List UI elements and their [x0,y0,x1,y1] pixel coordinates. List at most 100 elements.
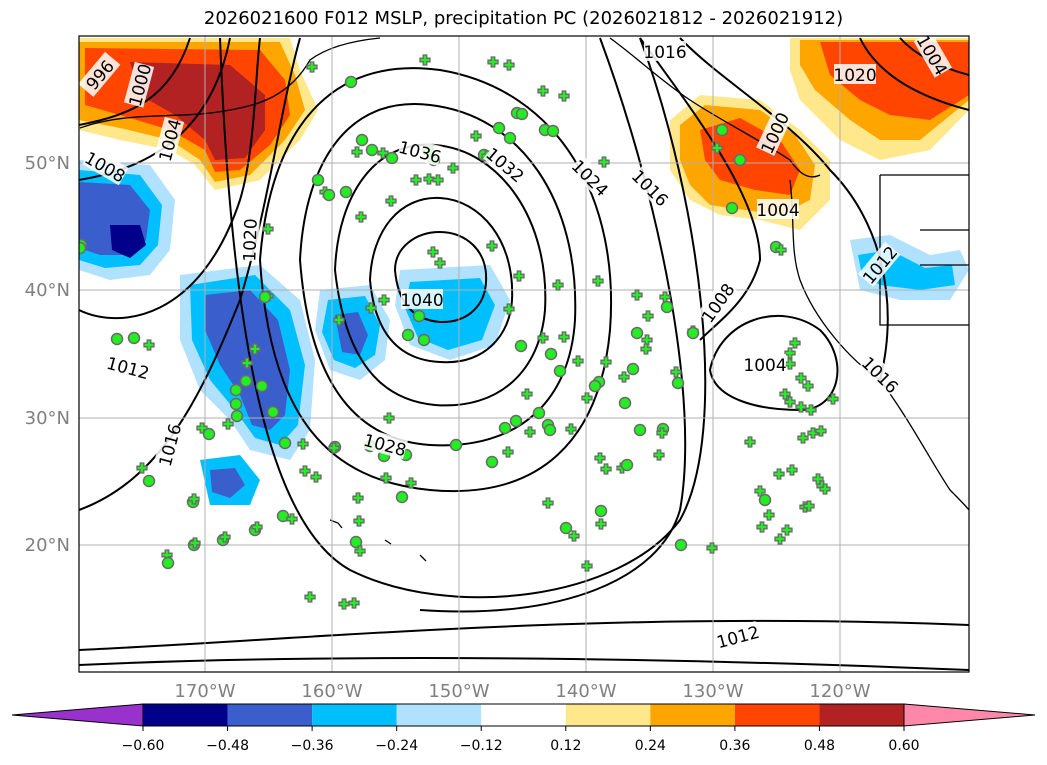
station-circle-marker [266,405,280,419]
station-circle-marker [660,300,674,314]
station-plus-marker [434,257,446,269]
station-plus-marker [189,537,201,549]
station-plus-marker [568,530,580,542]
isobar-label: 1020 [833,64,877,86]
station-markers [79,54,839,610]
station-circle-marker [485,455,499,469]
station-circle-marker [230,409,244,423]
station-plus-marker [803,500,815,512]
isobar [298,103,577,447]
isobar [79,37,261,320]
longitude-label: 130°W [682,681,743,702]
station-circle-marker [509,414,523,428]
station-plus-marker [222,418,234,430]
station-circle-marker [79,241,87,255]
station-plus-marker [784,396,796,408]
station-plus-marker [592,275,604,287]
isobar [639,37,762,341]
station-plus-marker [486,240,498,252]
station-plus-marker [552,279,564,291]
isobar [679,37,889,381]
station-circle-marker [553,364,567,378]
station-circle-marker [202,427,216,441]
station-circle-marker [278,436,292,450]
station-circle-marker [311,173,325,187]
station-plus-marker [572,355,584,367]
coast-hawaii [329,519,427,562]
station-circle-marker [594,504,608,518]
station-plus-marker [249,343,261,355]
colorbar: −0.60 −0.48 −0.36 −0.24 −0.12 0.12 0.24 0.36 0.4… [11,703,1036,754]
coast-alaska-peninsula [79,37,381,129]
isobar [859,37,969,111]
station-plus-marker [286,513,298,525]
station-plus-marker [807,427,819,439]
map-title: 2026021600 F012 MSLP, precipitation PC (… [203,8,844,29]
station-circle-marker [725,201,739,215]
isobar [219,37,707,599]
station-circle-marker [385,151,399,165]
map-frame [78,35,970,673]
latitude-label: 40°N [25,280,70,301]
station-plus-marker [524,426,536,438]
station-circle-marker [630,326,644,340]
station-circle-marker [322,188,336,202]
station-plus-marker [410,174,422,186]
station-plus-marker [827,393,839,405]
station-plus-marker [365,302,377,314]
station-plus-marker [756,521,768,533]
colorbar-box [481,704,566,726]
colorbar-box [565,704,651,726]
station-circle-marker [339,185,353,199]
station-plus-marker [297,438,309,450]
latitude-labels: 50°N 40°N 30°N 20°N [25,153,70,556]
longitude-labels: 170°W 160°W 150°W 140°W 130°W 120°W [174,681,870,702]
station-circle-marker [161,556,175,570]
station-plus-marker [503,59,515,71]
station-plus-marker [503,303,515,315]
station-plus-marker [348,597,360,609]
station-plus-marker [502,446,514,458]
colorbar-box [227,704,313,726]
station-plus-marker [136,462,148,474]
station-circle-marker [514,339,528,353]
station-plus-marker [775,244,787,256]
colorbar-tick-label: 0.12 [550,738,581,754]
station-plus-marker [819,483,831,495]
isobar-label: 1020 [238,218,262,262]
longitude-label: 150°W [428,681,489,702]
station-circle-marker [544,347,558,361]
station-circle-marker [588,379,602,393]
station-circle-marker [559,521,573,535]
longitude-label: 140°W [555,681,616,702]
station-plus-marker [328,442,340,454]
graticule [79,36,969,672]
station-plus-marker [581,560,593,572]
station-plus-marker [711,142,723,154]
station-plus-marker [789,337,801,349]
station-plus-marker [779,388,791,400]
longitude-label: 170°W [174,681,235,702]
station-circle-marker [620,458,634,472]
station-plus-marker [640,343,652,355]
svg-text:1040: 1040 [400,291,443,311]
station-circle-marker [626,362,640,376]
colorbar-box [650,704,735,726]
colorbar-box [734,704,820,726]
station-plus-marker [642,310,654,322]
state-borders [879,175,969,326]
station-circle-marker [142,474,156,488]
colorbar-tick-label: −0.24 [375,738,418,754]
colorbar-tick-label: −0.36 [291,738,334,754]
station-circle-marker [733,153,747,167]
station-plus-marker [219,531,231,543]
station-plus-marker [784,347,796,359]
station-plus-marker [310,471,322,483]
svg-text:1016: 1016 [643,43,686,63]
colorbar-tick-label: 0.48 [804,738,835,754]
station-plus-marker [419,54,431,66]
station-plus-marker [795,401,807,413]
station-plus-marker [744,436,756,448]
colorbar-tick-label: −0.48 [206,738,249,754]
station-circle-marker [671,376,685,390]
